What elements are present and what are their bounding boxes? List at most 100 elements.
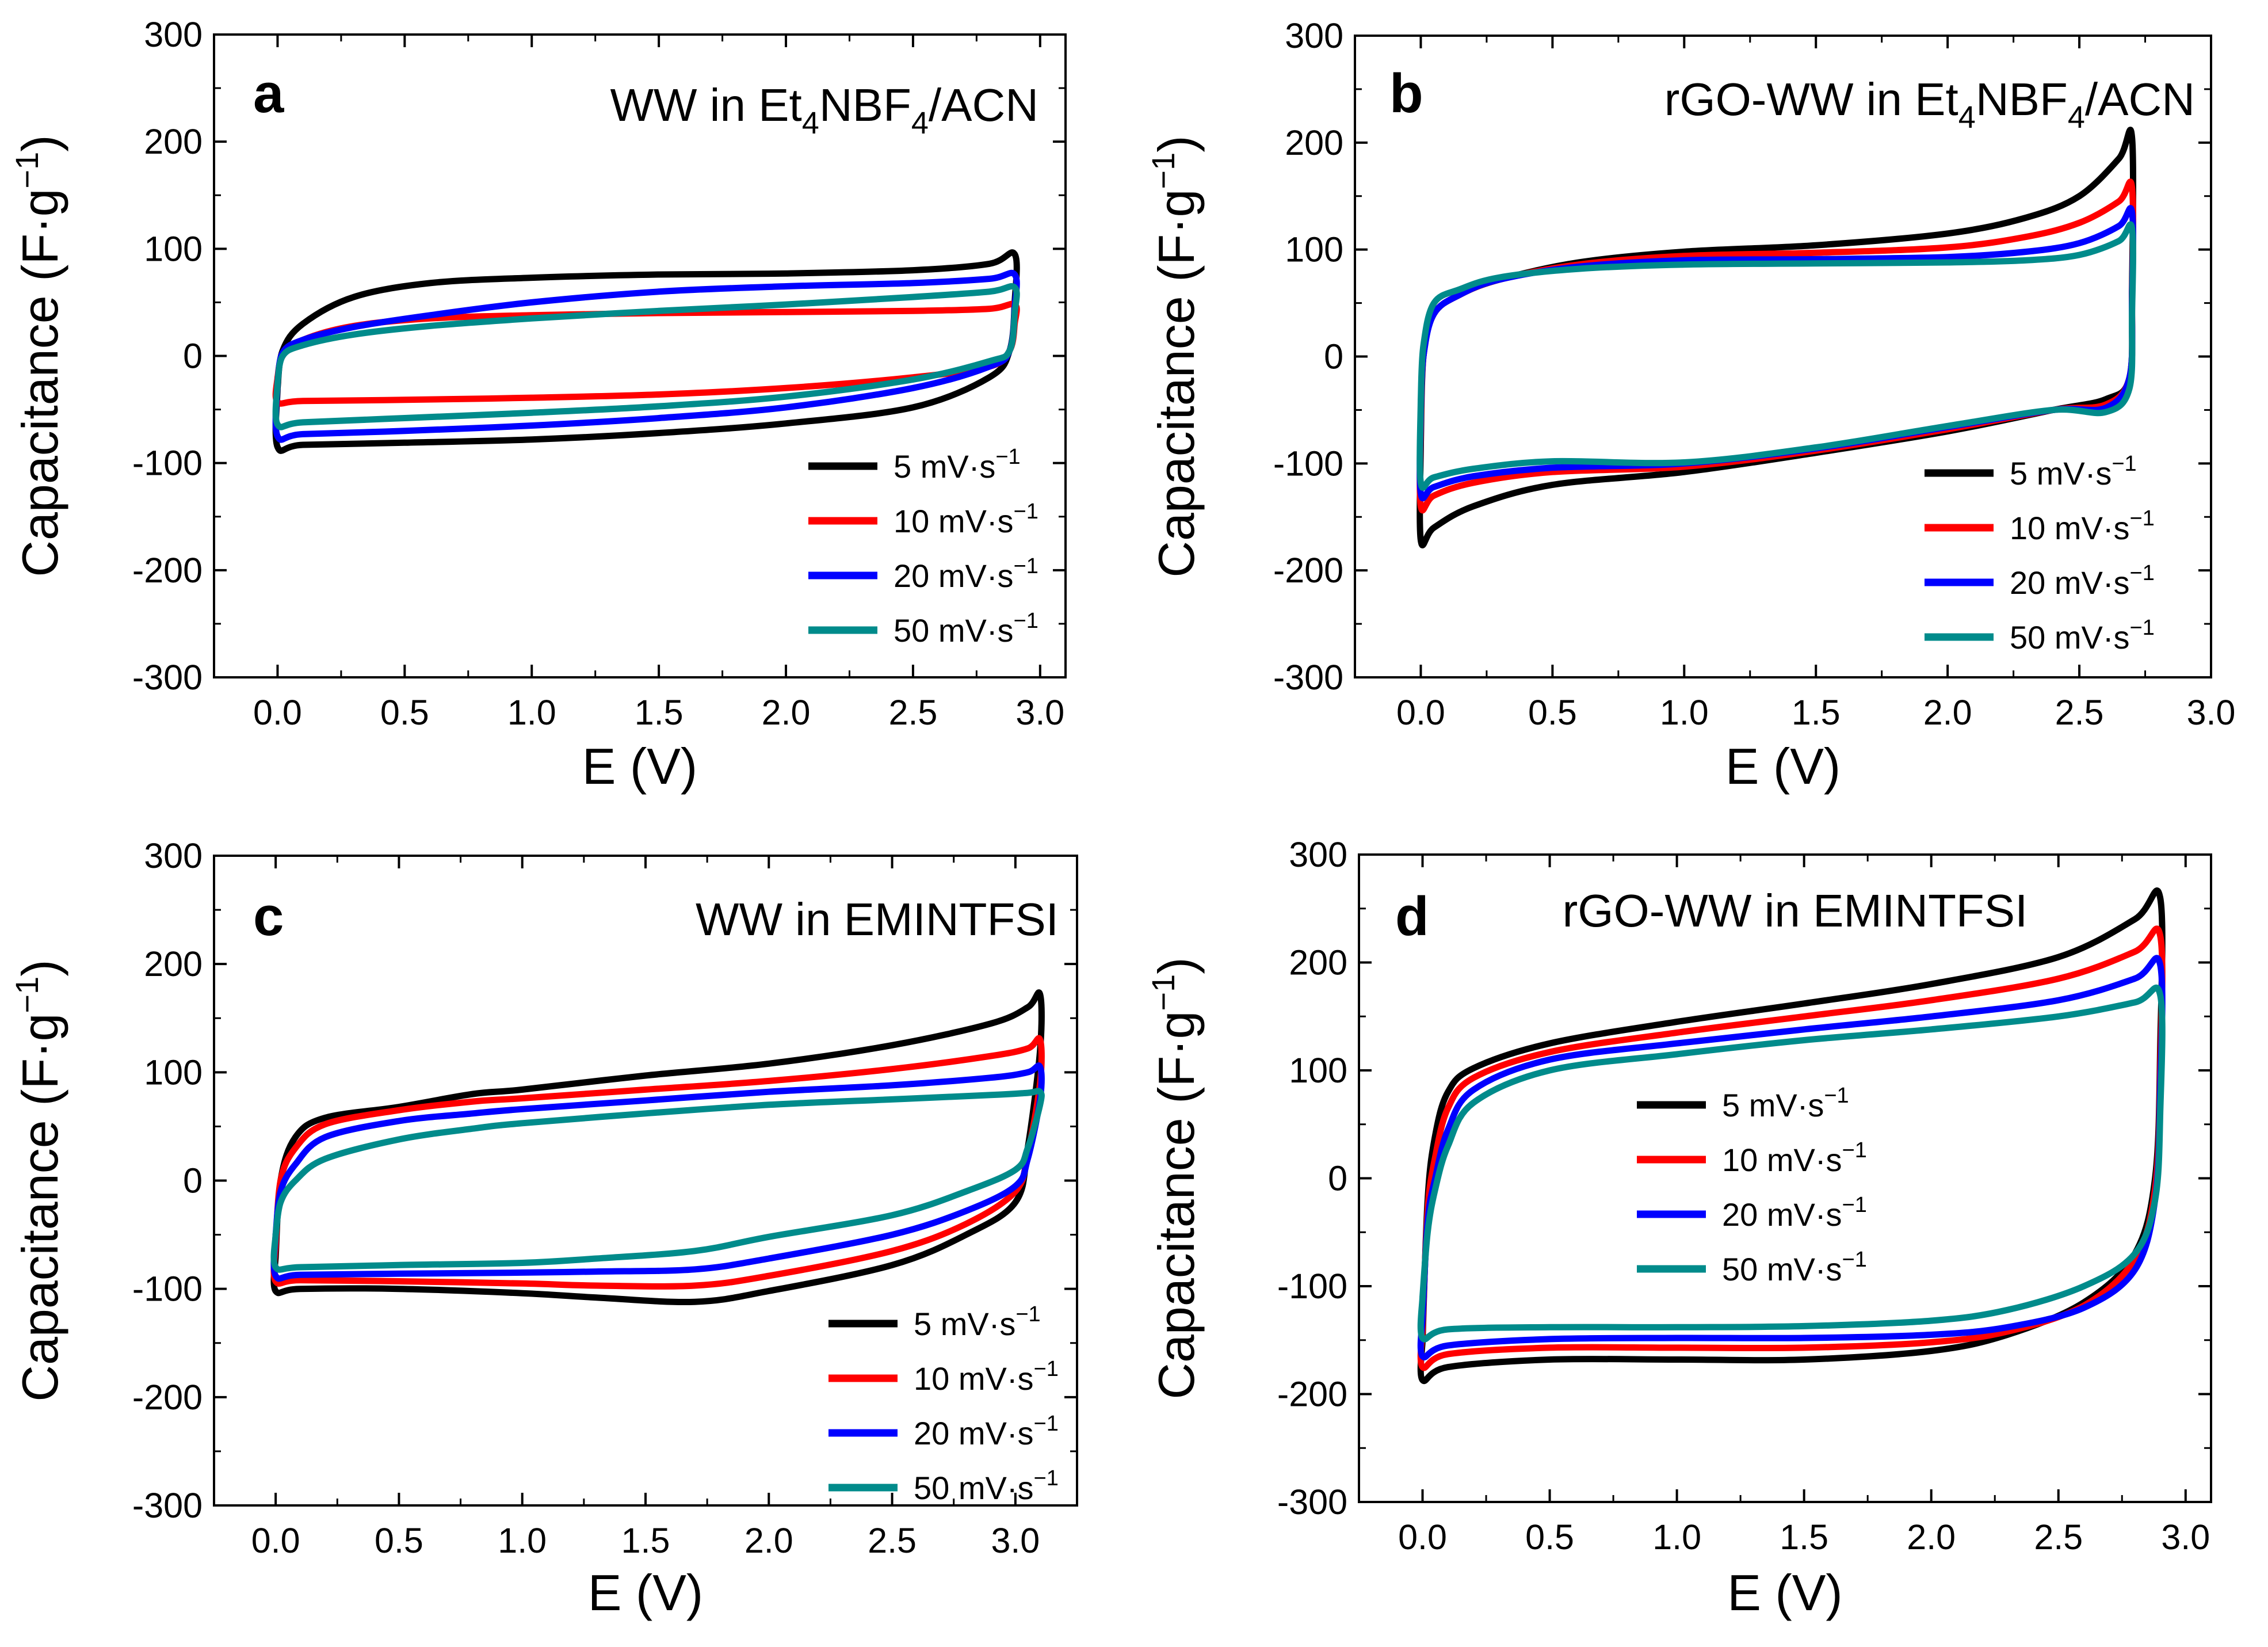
y-tick-label: -100 [1277,1267,1347,1306]
y-axis-title: Capacitance (F·g−1) [9,135,68,577]
x-tick-label: 0.5 [1528,693,1577,732]
panel-d: 0.0 0.5 1.0 1.5 2.0 2.5 3.0 300 200 100 0 -100 -200 -… [1145,835,2212,1621]
x-tick-label: 3.0 [991,1521,1040,1560]
cv-curve-50mVs [1416,221,2137,491]
x-tick-label: 0.0 [253,693,302,732]
plot-frame [1358,853,2212,1503]
x-tick-label: 2.5 [868,1521,917,1560]
legend-label: 20 mV·s−1 [914,1412,1059,1451]
y-tick-label: -200 [132,551,203,590]
legend: 5 mV·s−1 10 mV·s−1 20 mV·s−1 50 mV·s−1 [1637,1084,1867,1287]
cv-curve-20mVs [270,1062,1045,1282]
y-tick-label: -300 [1277,1482,1347,1522]
panel-letter: d [1395,886,1429,947]
legend-label: 50 mV·s−1 [894,609,1038,649]
cv-curve-5mVs [270,989,1045,1306]
y-tick-label: 200 [1285,123,1343,162]
x-tick-label: 1.5 [1792,693,1841,732]
x-tick-label: 1.0 [1652,1518,1701,1557]
y-tick-label: 100 [144,1053,203,1092]
panel-letter: b [1389,63,1423,124]
y-tick-label: -300 [1273,658,1343,697]
x-tick-label: 2.5 [889,693,938,732]
legend-label: 10 mV·s−1 [914,1357,1059,1397]
x-tick-label: 1.5 [621,1521,670,1560]
x-tick-label: 0.0 [1398,1518,1447,1557]
y-tick-label: -100 [132,1269,203,1309]
y-tick-label: 300 [144,15,203,54]
legend-label: 10 mV·s−1 [1722,1138,1867,1178]
y-tick-label: -300 [132,658,203,697]
x-tick-label: 1.5 [635,693,684,732]
legend: 5 mV·s−1 10 mV·s−1 20 mV·s−1 50 mV·s−1 [1925,452,2155,655]
y-tick-label: 0 [1328,1159,1347,1198]
x-axis-title: E (V) [1727,1564,1842,1621]
y-tick-label: 300 [1285,16,1343,55]
x-tick-label: 2.0 [744,1521,793,1560]
x-tick-label: 1.0 [507,693,556,732]
plot-frame [213,855,1078,1507]
x-tick-label: 3.0 [2161,1518,2210,1557]
legend-label: 5 mV·s−1 [894,445,1021,485]
y-tick-label: 300 [144,836,203,875]
x-tick-label: 2.0 [1907,1518,1956,1557]
y-tick-label: 0 [183,337,203,376]
x-tick-label: 1.0 [1660,693,1709,732]
cv-curve-50mVs [272,283,1020,430]
panel-title: rGO-WW in EMINTFSI [1563,885,2028,936]
cv-curve-50mVs [270,1088,1045,1273]
legend-label: 20 mV·s−1 [894,554,1038,594]
panel-title: rGO-WW in Et4NBF4/ACN [1664,74,2195,135]
legend-label: 10 mV·s−1 [2010,506,2155,546]
y-tick-label: 300 [1289,835,1347,874]
legend-label: 5 mV·s−1 [2010,452,2137,491]
x-tick-label: 2.0 [1923,693,1972,732]
legend-label: 50 mV·s−1 [2010,616,2155,655]
y-tick-label: -100 [132,444,203,483]
y-tick-label: 200 [144,122,203,161]
panel-title: WW in Et4NBF4/ACN [610,79,1038,140]
y-tick-label: -200 [1273,551,1343,590]
x-tick-label: 0.5 [375,1521,423,1560]
x-tick-label: 3.0 [2187,693,2236,732]
panel-a: 0.0 0.5 1.0 1.5 2.0 2.5 3.0 300 200 100 0 -100 -200 -… [9,15,1067,795]
legend-label: 50 mV·s−1 [914,1466,1059,1506]
legend-label: 10 mV·s−1 [894,500,1038,539]
x-tick-label: 1.0 [498,1521,547,1560]
legend-label: 5 mV·s−1 [1722,1084,1849,1123]
panel-c: 0.0 0.5 1.0 1.5 2.0 2.5 3.0 300 200 100 0 -100 -200 -… [9,836,1078,1621]
panel-title: WW in EMINTFSI [696,894,1059,945]
x-tick-label: 0.5 [1525,1518,1574,1557]
y-tick-label: -200 [132,1378,203,1417]
y-tick-label: 100 [1289,1051,1347,1090]
cv-curve-5mVs [1417,887,2166,1385]
y-tick-label: 200 [144,944,203,983]
y-tick-label: 100 [1285,230,1343,269]
x-tick-label: 0.0 [1396,693,1445,732]
y-tick-label: 100 [144,229,203,268]
x-axis-title: E (V) [588,1564,703,1621]
x-tick-label: 2.5 [2034,1518,2083,1557]
legend: 5 mV·s−1 10 mV·s−1 20 mV·s−1 50 mV·s−1 [828,1302,1059,1506]
x-axis-title: E (V) [582,738,697,795]
legend-label: 20 mV·s−1 [1722,1193,1867,1233]
y-tick-label: -300 [132,1486,203,1525]
legend-label: 20 mV·s−1 [2010,561,2155,601]
legend: 5 mV·s−1 10 mV·s−1 20 mV·s−1 50 mV·s−1 [808,445,1038,649]
panel-letter: c [253,886,284,947]
y-tick-label: 200 [1289,943,1347,982]
x-tick-label: 2.5 [2055,693,2104,732]
y-axis-title: Capacitance (F·g−1) [1145,957,1205,1399]
y-axis-title: Capacitance (F·g−1) [1145,135,1205,577]
y-tick-label: 0 [1324,337,1343,376]
cv-curve-50mVs [1417,984,2166,1343]
x-tick-label: 0.0 [251,1521,300,1560]
y-tick-label: 0 [183,1161,203,1200]
panel-letter: a [253,63,284,124]
x-axis-title: E (V) [1725,738,1841,795]
legend-label: 50 mV·s−1 [1722,1248,1867,1287]
y-tick-label: -100 [1273,444,1343,483]
y-axis-title: Capacitance (F·g−1) [9,959,68,1401]
x-tick-label: 1.5 [1780,1518,1828,1557]
